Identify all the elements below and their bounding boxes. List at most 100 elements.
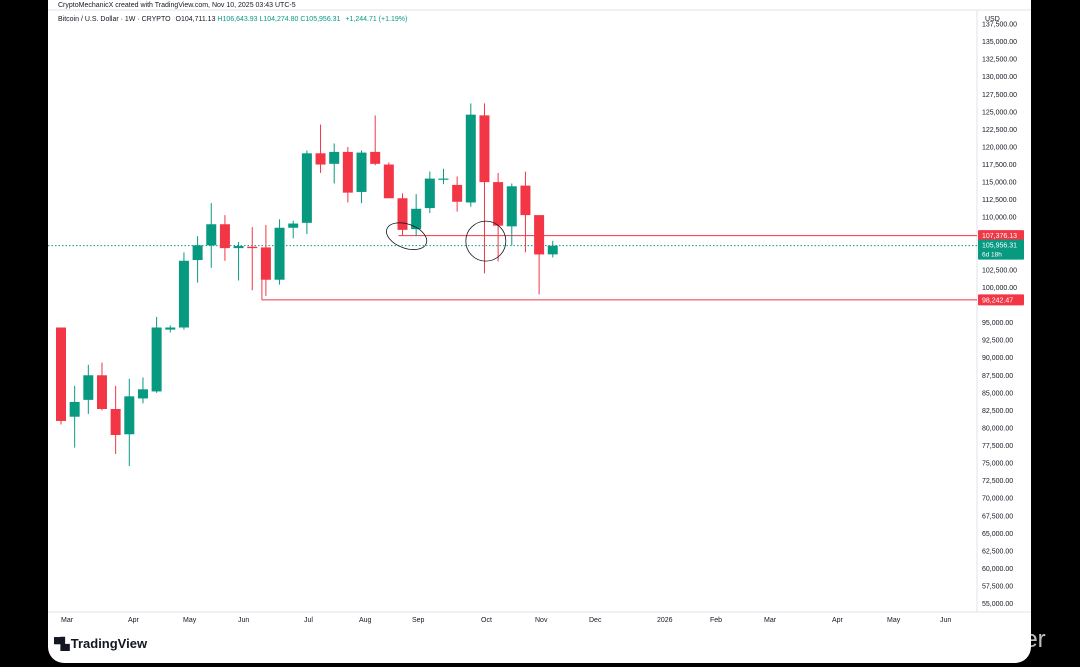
candle-body xyxy=(547,245,558,255)
candle-body xyxy=(411,208,422,230)
chart-frame: CryptoMechanicX created with TradingView… xyxy=(48,0,1031,663)
price-tick-label: 70,000.00 xyxy=(982,496,1013,503)
price-axis[interactable]: 137,500.00 135,000.00 132,500.00 130,000.00… xyxy=(982,22,1017,609)
candle-body xyxy=(329,151,340,164)
candle-body xyxy=(356,152,367,192)
time-tick-label: Mar xyxy=(764,617,777,624)
ellipse-annotation xyxy=(386,222,428,250)
price-tick-label: 80,000.00 xyxy=(982,425,1013,432)
time-tick-label: May xyxy=(887,617,901,624)
price-tick-label: 95,000.00 xyxy=(982,320,1013,327)
candle-body xyxy=(165,327,176,330)
time-tick-label: Oct xyxy=(481,617,492,624)
candle-body xyxy=(137,389,148,399)
candle-body xyxy=(247,246,258,249)
time-tick-label: Apr xyxy=(832,617,844,624)
candle-body xyxy=(452,184,463,202)
watermark-text: @Venomous Trader xyxy=(831,626,1046,653)
price-tick-label: 85,000.00 xyxy=(982,390,1013,397)
change-value: +1,244.71 (+1.19%) xyxy=(345,16,408,23)
open-value: O104,711.13 xyxy=(175,16,216,23)
price-tick-label: 82,500.00 xyxy=(982,408,1013,415)
time-axis[interactable]: Mar Apr May Jun Jul Aug Sep Oct Nov Dec 2026 Feb Mar… xyxy=(61,617,951,624)
price-tag-label: 107,376.13 xyxy=(982,233,1017,240)
candles xyxy=(56,103,558,466)
drawn-ellipses xyxy=(386,220,507,262)
candle-body xyxy=(370,151,381,164)
candle-body xyxy=(493,182,504,226)
currency-label[interactable]: USD xyxy=(985,16,1000,23)
price-tick-label: 72,500.00 xyxy=(982,478,1013,485)
price-tick-label: 60,000.00 xyxy=(982,566,1013,573)
price-tag xyxy=(978,230,1024,242)
tradingview-logo-icon: ▀▙ xyxy=(54,636,70,651)
candle-body xyxy=(151,327,162,392)
price-tick-label: 92,500.00 xyxy=(982,338,1013,345)
candle-body xyxy=(479,115,490,183)
price-tick-label: 130,000.00 xyxy=(982,74,1017,81)
candle-body xyxy=(397,198,408,230)
time-tick-label: Nov xyxy=(535,617,548,624)
candle-body xyxy=(56,327,66,421)
price-tick-label: 110,000.00 xyxy=(982,215,1017,222)
price-tick-label: 112,500.00 xyxy=(982,197,1017,204)
price-tick-label: 90,000.00 xyxy=(982,355,1013,362)
price-tick-label: 75,000.00 xyxy=(982,461,1013,468)
price-tag xyxy=(978,294,1024,306)
time-tick-label: Sep xyxy=(412,617,425,624)
price-tick-label: 65,000.00 xyxy=(982,531,1013,538)
time-tick-label: Jun xyxy=(940,617,951,624)
price-tags: 107,376.13 105,956.31 6d 18h 98,242.47 xyxy=(978,230,1024,306)
time-tick-label: Jul xyxy=(304,617,313,624)
time-tick-label: Aug xyxy=(359,617,372,624)
candle-body xyxy=(69,401,80,417)
candle-body xyxy=(274,227,285,280)
candle-body xyxy=(124,396,135,435)
price-tick-label: 127,500.00 xyxy=(982,92,1017,99)
time-tick-label: Jun xyxy=(238,617,249,624)
candle-body xyxy=(288,223,299,228)
time-tick-label: Feb xyxy=(710,617,722,624)
candle-body xyxy=(206,224,217,246)
tradingview-logo: ▀▙ TradingView xyxy=(54,636,147,651)
high-value: H106,643.93 xyxy=(217,16,258,23)
time-tick-label: Dec xyxy=(589,617,602,624)
low-value: L104,274.80 xyxy=(259,16,299,23)
candle-body xyxy=(506,186,517,227)
candle-body xyxy=(219,224,230,249)
ohlc-legend: Bitcoin / U.S. Dollar · 1W · CRYPTO O104… xyxy=(58,16,407,23)
time-tick-label: May xyxy=(183,617,197,624)
price-tick-label: 135,000.00 xyxy=(982,39,1017,46)
candle-body xyxy=(438,178,449,180)
candle-body xyxy=(260,247,271,280)
candle-body xyxy=(178,260,189,328)
watermark: ◈ @Venomous Trader xyxy=(812,626,1046,654)
watermark-icon: ◈ xyxy=(812,631,826,651)
time-tick-label: 2026 xyxy=(657,617,673,624)
logo-text: TradingView xyxy=(70,636,148,651)
price-tick-label: 100,000.00 xyxy=(982,285,1017,292)
candle-body xyxy=(424,178,435,209)
author-line: CryptoMechanicX created with TradingView… xyxy=(58,2,296,9)
candle-body xyxy=(110,408,121,435)
price-tick-label: 55,000.00 xyxy=(982,601,1013,608)
horizontal-lines xyxy=(48,235,977,301)
price-tick-label: 122,500.00 xyxy=(982,127,1017,134)
price-chart[interactable]: 137,500.00 135,000.00 132,500.00 130,000.00… xyxy=(48,0,1031,663)
price-tick-label: 120,000.00 xyxy=(982,144,1017,151)
price-tick-label: 115,000.00 xyxy=(982,180,1017,187)
price-tick-label: 87,500.00 xyxy=(982,373,1013,380)
price-tag-label: 105,956.31 xyxy=(982,243,1017,250)
price-tick-label: 125,000.00 xyxy=(982,109,1017,116)
price-tick-label: 132,500.00 xyxy=(982,57,1017,64)
price-tick-label: 77,500.00 xyxy=(982,443,1013,450)
symbol-label: Bitcoin / U.S. Dollar · 1W · CRYPTO xyxy=(58,16,171,23)
candle-body xyxy=(83,375,94,400)
time-tick-label: Apr xyxy=(128,617,140,624)
candle-body xyxy=(383,164,394,199)
candle-body xyxy=(301,153,312,223)
time-tick-label: Mar xyxy=(61,617,74,624)
price-tick-label: 67,500.00 xyxy=(982,513,1013,520)
price-tick-label: 137,500.00 xyxy=(982,22,1017,29)
price-tick-label: 62,500.00 xyxy=(982,548,1013,555)
